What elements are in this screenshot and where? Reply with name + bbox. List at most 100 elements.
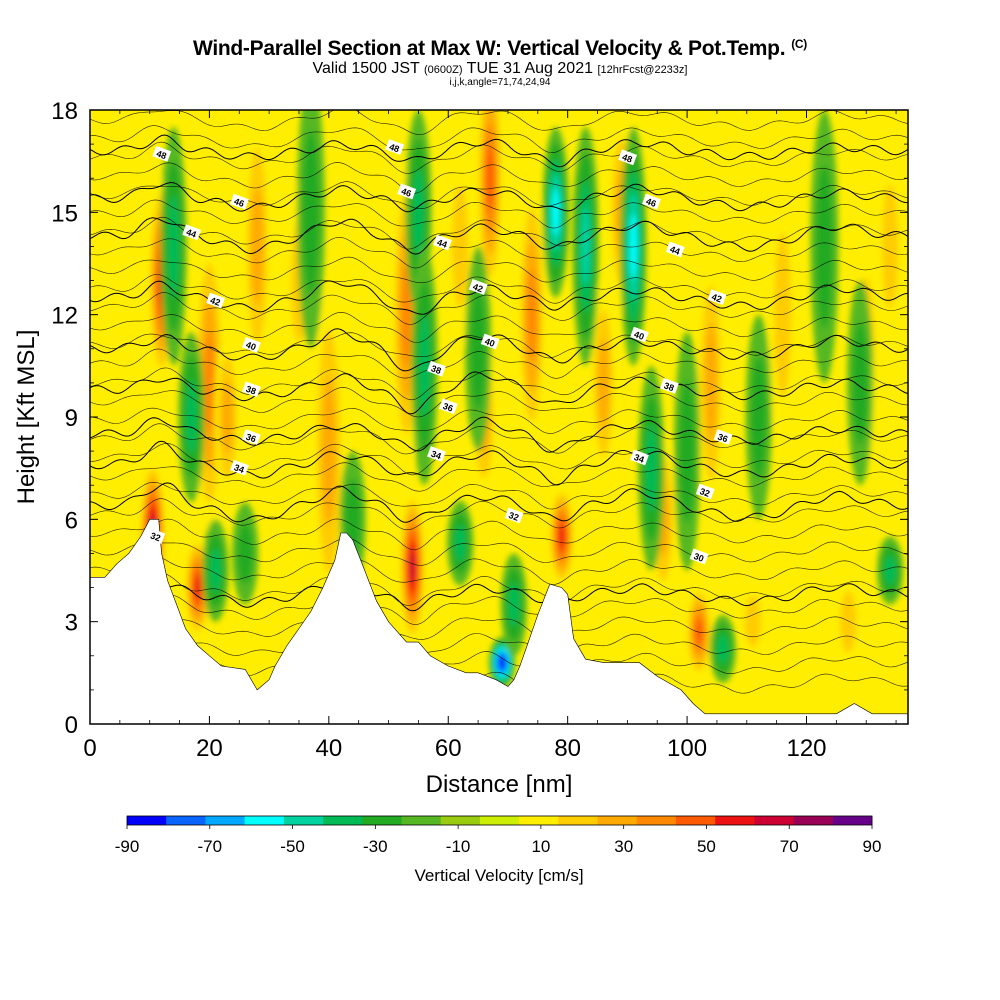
downdraft-cell-36 xyxy=(508,582,520,627)
contour-label-box xyxy=(427,360,446,377)
isentrope-minor xyxy=(90,292,908,325)
contour-label-text: 46 xyxy=(400,186,413,199)
isentrope-minor xyxy=(90,274,908,304)
colorbar-tick-label: -30 xyxy=(363,837,388,856)
colorbar-label: Vertical Velocity [cm/s] xyxy=(414,866,583,885)
colorbar-swatch xyxy=(558,816,598,825)
updraft-cell-2 xyxy=(194,575,201,600)
isentrope-minor xyxy=(90,256,908,284)
contour-label-36: 36 xyxy=(438,398,458,415)
contour-label-text: 42 xyxy=(472,281,485,294)
downdraft-cell-27 xyxy=(209,548,221,593)
x-tick-label: 20 xyxy=(196,735,223,762)
contour-label-box xyxy=(230,193,249,210)
contour-label-box xyxy=(433,234,452,251)
isentrope-34 xyxy=(90,440,908,486)
contour-label-44: 44 xyxy=(182,224,202,241)
isentrope-minor xyxy=(90,162,908,194)
x-tick-label: 0 xyxy=(83,735,96,762)
colorbar-tick-label: 10 xyxy=(531,837,550,856)
isentrope-48 xyxy=(90,134,908,168)
contour-label-text: 34 xyxy=(430,449,443,462)
x-tick-label: 100 xyxy=(667,735,707,762)
isentrope-minor xyxy=(90,141,908,174)
terrain-silhouette xyxy=(89,519,909,725)
contour-label-text: 32 xyxy=(149,530,162,543)
contour-label-38: 38 xyxy=(427,360,446,377)
copyright-mark: (C) xyxy=(791,37,807,51)
contour-label-box xyxy=(241,429,261,445)
contour-label-38: 38 xyxy=(659,377,679,394)
contour-label-box xyxy=(397,183,417,200)
isentrope-minor xyxy=(90,537,908,566)
contour-label-text: 32 xyxy=(698,486,711,499)
contour-label-box xyxy=(385,139,405,155)
isentrope-44 xyxy=(90,217,908,255)
contour-label-text: 36 xyxy=(442,401,455,414)
isentrope-32 xyxy=(90,482,908,523)
x-tick-label: 120 xyxy=(786,735,826,762)
contour-label-32: 32 xyxy=(504,507,524,524)
contour-label-box xyxy=(618,149,637,166)
valid-utc: (0600Z) xyxy=(423,64,463,76)
contour-label-box xyxy=(146,528,166,544)
contour-label-42: 42 xyxy=(468,279,488,295)
colorbar-swatch xyxy=(715,816,755,825)
velocity-cells xyxy=(139,110,904,689)
isentrope-minor xyxy=(90,237,908,269)
colorbar-swatch xyxy=(205,816,245,825)
x-tick-label: 60 xyxy=(435,735,462,762)
colorbar-frame xyxy=(126,815,873,826)
y-tick-label: 18 xyxy=(51,98,78,125)
contour-label-text: 40 xyxy=(483,336,496,349)
colorbar-swatch xyxy=(675,816,716,825)
x-tick-label: 40 xyxy=(315,735,342,762)
contour-label-48: 48 xyxy=(618,149,637,166)
downdraft-cell-45 xyxy=(852,321,869,445)
y-tick-label: 3 xyxy=(65,610,78,637)
updraft-cell-19 xyxy=(705,324,717,442)
isentrope-minor xyxy=(90,367,908,401)
contour-label-box xyxy=(182,224,202,241)
contour-label-box xyxy=(206,292,225,309)
updraft-cell-7 xyxy=(321,378,336,525)
contour-label-box xyxy=(659,377,679,394)
colorbar-swatch xyxy=(283,816,324,825)
downdraft-cell-42 xyxy=(717,634,729,664)
downdraft-cell-32 xyxy=(418,314,430,417)
contour-label-box xyxy=(630,326,649,343)
colorbar-tick-label: -70 xyxy=(198,837,223,856)
contour-label-40: 40 xyxy=(480,333,500,350)
downdraft-cell-34 xyxy=(470,287,486,411)
colorbar-swatch xyxy=(832,816,873,825)
contour-label-text: 38 xyxy=(245,384,258,397)
downdraft-cell-43 xyxy=(750,355,767,479)
terrain-mask xyxy=(89,519,909,725)
isentrope-minor xyxy=(90,613,908,640)
contour-label-text: 48 xyxy=(621,152,634,165)
contour-label-box xyxy=(480,333,500,350)
chart-title: Wind-Parallel Section at Max W: Vertical… xyxy=(0,37,1000,61)
colorbar-swatch xyxy=(127,816,167,825)
x-axis-label: Distance [nm] xyxy=(426,771,573,798)
isentrope-minor xyxy=(90,593,908,625)
y-axis-label: Height [Kft MSL] xyxy=(13,330,40,505)
contour-label-text: 38 xyxy=(430,363,443,376)
contour-label-44: 44 xyxy=(665,241,685,258)
downdraft-cell-28 xyxy=(237,522,254,585)
chart-title-text: Wind-Parallel Section at Max W: Vertical… xyxy=(193,37,786,60)
colorbar-tick-label: 30 xyxy=(614,837,633,856)
contour-label-text: 34 xyxy=(633,452,646,465)
colorbar-swatch xyxy=(362,816,402,825)
forecast-info: [12hrFcst@2233z] xyxy=(597,64,688,76)
downdraft-cell-44 xyxy=(816,164,833,329)
contour-label-text: 46 xyxy=(645,196,658,209)
y-tick-label: 6 xyxy=(65,507,78,534)
isentrope-minor xyxy=(90,407,908,434)
contour-label-text: 46 xyxy=(233,196,246,209)
isentrope-minor xyxy=(90,462,908,492)
contour-label-38: 38 xyxy=(241,381,261,398)
contour-label-box xyxy=(427,446,446,462)
colorbar-swatch xyxy=(479,816,520,825)
